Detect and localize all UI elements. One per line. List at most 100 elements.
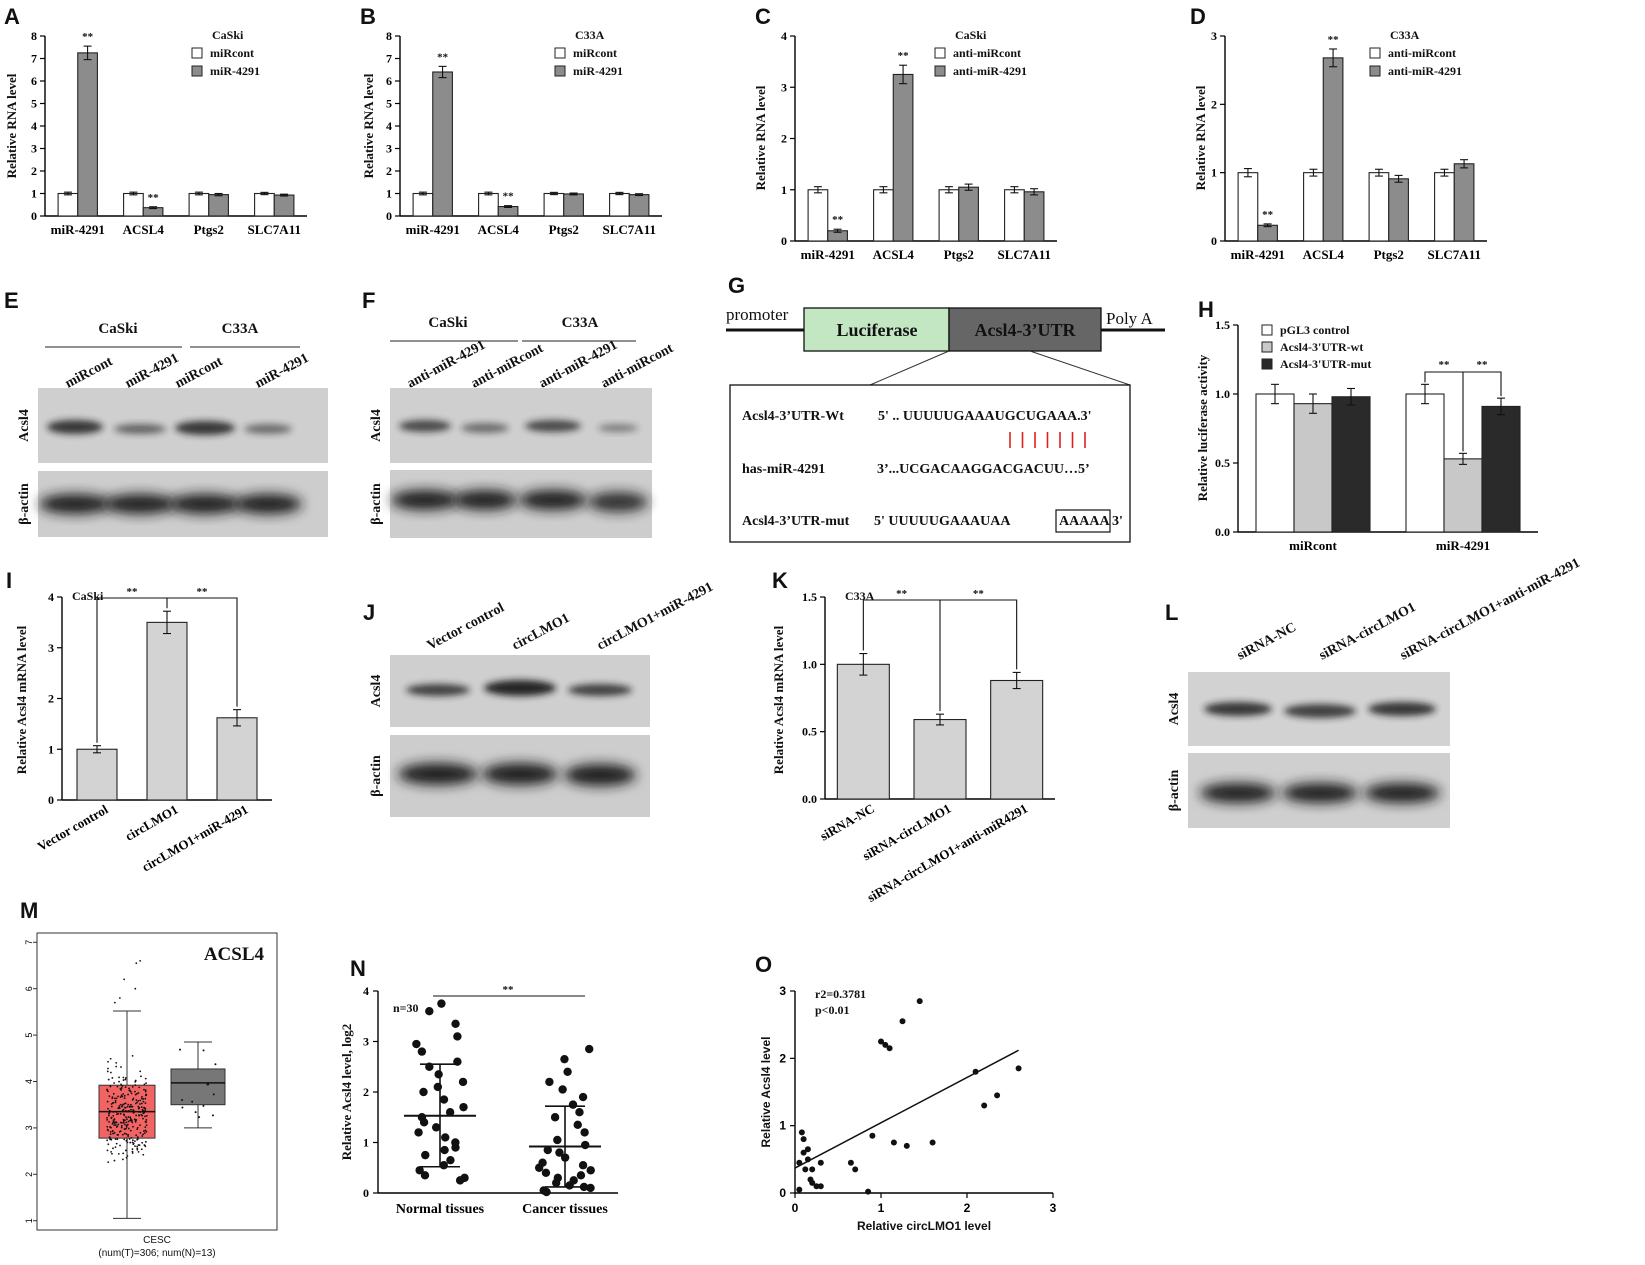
normal-dot: [191, 1100, 194, 1103]
utr-label: Acsl4-3’UTR: [975, 320, 1077, 340]
blot-row-label: Acsl4: [369, 675, 384, 708]
lane-label: circLMO1: [510, 611, 572, 654]
tumor-dot: [127, 1120, 130, 1123]
tumor-dot: [107, 1143, 110, 1146]
data-point: [439, 1095, 449, 1104]
bar: [1004, 189, 1025, 242]
tumor-dot: [139, 1070, 142, 1073]
x-tick-label: 0: [792, 1201, 799, 1215]
panel-letter: K: [772, 568, 788, 593]
y-tick-label: 2: [24, 1172, 34, 1177]
data-point: [414, 1128, 423, 1137]
y-tick-label: 4: [31, 119, 37, 133]
data-point: [565, 1181, 574, 1190]
tumor-dot: [132, 1142, 135, 1145]
tumor-dot: [120, 1126, 123, 1129]
tumor-dot: [112, 1119, 115, 1122]
tumor-dot: [122, 1118, 125, 1121]
tumor-dot: [120, 1087, 123, 1089]
protein-band: [175, 421, 235, 435]
panel-d-chart: 0 1 2 3 miR-4291 ACSL4 Ptgs2 SLC7A11 D Relative R…: [1190, 4, 1487, 262]
tumor-dot: [143, 1132, 146, 1134]
tumor-dot: [133, 1118, 136, 1121]
y-tick-label: 4: [781, 29, 787, 43]
data-point: [420, 1171, 430, 1180]
tumor-dot: [142, 1117, 144, 1120]
data-point: [417, 1047, 427, 1056]
x-tick-label: Ptgs2: [1374, 247, 1404, 262]
significance-marker: **: [973, 588, 985, 600]
normal-dot: [198, 1116, 201, 1119]
data-point: [580, 1128, 589, 1137]
tumor-dot: [144, 1077, 147, 1080]
y-tick-label: 2: [386, 164, 392, 178]
data-point: [796, 1159, 803, 1166]
significance-marker: **: [898, 50, 910, 62]
lane-label: miR-4291: [123, 351, 182, 392]
x-tick-label: circLMO1: [123, 802, 181, 844]
x-tick-label: miR-4291: [406, 222, 460, 237]
y-tick-label: 1: [386, 187, 392, 201]
tumor-dot: [125, 1116, 127, 1119]
data-point: [542, 1187, 551, 1197]
lane-label: miRcont: [63, 354, 116, 391]
tumor-dot: [134, 1140, 136, 1143]
tumor-dot: [141, 1108, 144, 1111]
y-tick-label: 4: [363, 984, 369, 998]
data-point: [441, 1133, 450, 1142]
x-tick-label: Cancer tissues: [522, 1202, 608, 1217]
tumor-dot: [139, 1103, 141, 1105]
data-point: [453, 1032, 462, 1041]
panel-letter: F: [362, 288, 375, 313]
tumor-dot: [136, 1138, 139, 1141]
protein-band: [519, 490, 587, 510]
panel-letter: E: [4, 288, 19, 313]
y-tick-label: 0: [363, 1186, 369, 1200]
lane-label: circLMO1+miR-4291: [595, 580, 716, 654]
legend-label: anti-miR-4291: [953, 64, 1027, 78]
tumor-dot: [118, 1080, 120, 1083]
panel-k-chart: 0.00.51.01.5siRNA-NCsiRNA-circLMO1siRNA-…: [771, 568, 1055, 905]
y-tick-label: 1: [1211, 166, 1217, 180]
y-tick-label: 2: [779, 1051, 786, 1065]
tumor-dot: [120, 1089, 123, 1091]
y-tick-label: 0.5: [1215, 456, 1230, 470]
data-point: [451, 1143, 460, 1152]
tumor-dot: [145, 1130, 148, 1133]
tumor-dot: [137, 1092, 140, 1094]
bar: [628, 194, 650, 217]
x-tick-label: SLC7A11: [998, 247, 1051, 262]
y-tick-label: 0: [781, 234, 787, 248]
legend-title: CaSki: [955, 28, 987, 42]
protein-band: [398, 763, 478, 785]
data-point: [419, 1087, 428, 1097]
legend-swatch: [191, 65, 203, 77]
bar: [892, 73, 914, 242]
polya-label: Poly A: [1106, 309, 1153, 328]
y-tick-label: 0.0: [802, 792, 817, 806]
tumor-dot: [106, 1128, 109, 1131]
data-point: [446, 1155, 455, 1165]
tumor-dot: [117, 1095, 119, 1098]
tumor-dot: [122, 1113, 125, 1116]
tumor-dot: [129, 1090, 132, 1093]
bar: [1331, 396, 1371, 533]
x-tick-label: Ptgs2: [549, 222, 579, 237]
legend-swatch: [1261, 324, 1273, 336]
y-axis-title: Relative Acsl4 mRNA level: [14, 625, 29, 774]
tumor-dot: [136, 1145, 139, 1148]
tumor-dot: [127, 1127, 130, 1130]
tumor-dot: [115, 1061, 118, 1064]
y-tick-label: 6: [24, 986, 34, 991]
data-point: [1015, 1065, 1022, 1072]
y-tick-label: 3: [781, 80, 787, 94]
tumor-dot: [109, 1057, 112, 1060]
tumor-dot: [122, 1103, 124, 1106]
tumor-dot: [137, 1144, 140, 1146]
legend-title: C33A: [1390, 28, 1420, 42]
data-point: [560, 1054, 569, 1064]
legend-swatch: [1369, 65, 1381, 77]
y-tick-label: 6: [31, 74, 37, 88]
protein-band: [1282, 783, 1358, 803]
